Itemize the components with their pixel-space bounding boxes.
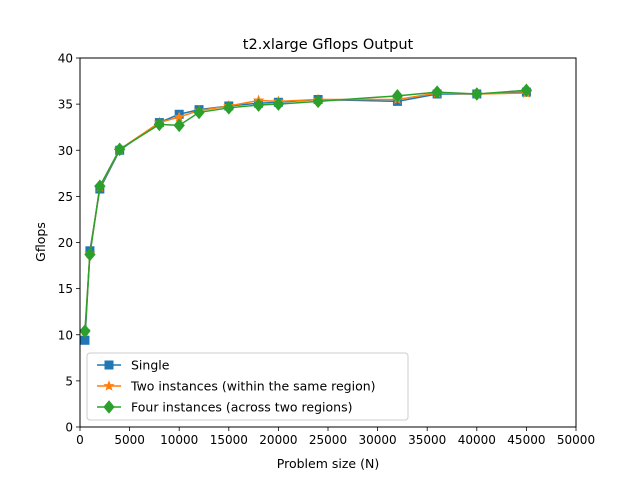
x-tick-label: 20000 [259, 433, 297, 447]
y-tick-label: 40 [58, 52, 73, 66]
data-point [94, 179, 106, 194]
chart-title: t2.xlarge Gflops Output [243, 37, 414, 53]
x-tick-label: 50000 [557, 433, 595, 447]
y-axis: 0 5 10 15 20 25 30 35 40 [58, 52, 80, 435]
data-point [223, 101, 235, 115]
legend-item: Two instances (within the same region) [97, 379, 376, 394]
y-tick-label: 30 [58, 144, 73, 158]
legend-marker [104, 360, 114, 370]
data-point [173, 118, 185, 133]
series-1 [80, 87, 531, 345]
data-point [252, 98, 265, 112]
data-point [471, 87, 483, 101]
legend-label: Four instances (across two regions) [131, 400, 352, 415]
x-tick-label: 25000 [309, 433, 347, 447]
legend-label: Single [131, 358, 170, 373]
data-point [153, 117, 166, 132]
x-tick-label: 15000 [210, 433, 248, 447]
x-axis: 0 5000 10000 15000 20000 25000 30000 35000 40000… [76, 427, 595, 447]
data-point [431, 85, 443, 99]
y-tick-label: 0 [65, 421, 73, 435]
data-point [84, 247, 96, 262]
x-tick-label: 45000 [507, 433, 545, 447]
x-tick-label: 40000 [458, 433, 496, 447]
legend-marker [103, 400, 115, 414]
legend-label: Two instances (within the same region) [130, 379, 376, 394]
y-tick-label: 10 [58, 328, 73, 342]
y-tick-label: 35 [58, 98, 73, 112]
x-tick-label: 30000 [359, 433, 397, 447]
x-tick-label: 0 [76, 433, 84, 447]
data-point [391, 89, 404, 103]
legend-marker [103, 380, 115, 391]
y-tick-label: 15 [58, 282, 73, 296]
data-point [272, 97, 285, 111]
plot-area [79, 83, 533, 345]
data-point [193, 105, 205, 120]
legend-item: Four instances (across two regions) [97, 400, 352, 415]
x-tick-label: 35000 [408, 433, 446, 447]
legend-item: Single [97, 358, 170, 373]
y-tick-label: 25 [58, 190, 73, 204]
series-2 [79, 87, 533, 336]
series-3 [79, 83, 533, 338]
y-axis-label: Gflops [33, 222, 48, 262]
data-point [79, 324, 91, 338]
data-point [520, 83, 533, 98]
data-point [312, 94, 324, 109]
x-tick-label: 5000 [114, 433, 145, 447]
legend-box [86, 352, 409, 421]
data-point [114, 142, 126, 157]
legend: Single Two instances (within the same reg… [86, 352, 409, 421]
series-line [84, 89, 527, 332]
x-tick-label: 10000 [160, 433, 198, 447]
y-tick-label: 5 [65, 374, 73, 388]
x-axis-label: Problem size (N) [277, 456, 379, 471]
y-tick-label: 20 [58, 236, 73, 250]
